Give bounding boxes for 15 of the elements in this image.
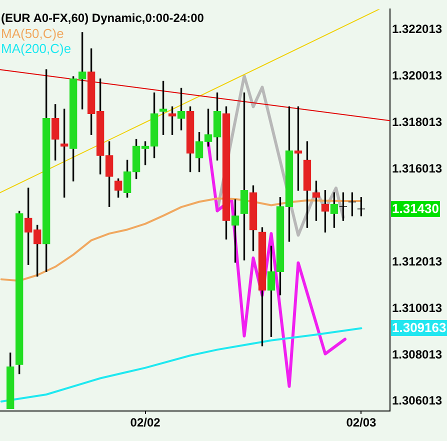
text: MA(50,C)e: [1, 26, 65, 42]
y-tick-label: 1.316013: [392, 161, 442, 176]
annotation: 1.309163: [391, 320, 447, 336]
y-tick-label: 1.318013: [392, 115, 442, 130]
y-tick-label: 1.310013: [392, 300, 442, 315]
text: MA(200,C)e: [1, 41, 72, 56]
y-tick-label: 1.320013: [392, 68, 442, 83]
y-tick-label: 1.312013: [392, 254, 442, 268]
annotation: 1.31430: [391, 200, 440, 217]
x-tick-label: 02/02: [130, 416, 161, 430]
y-tick-label: 1.322013: [392, 22, 442, 36]
y-tick-label: 1.306013: [392, 394, 442, 408]
chart-title: (EUR A0-FX,60) Dynamic,0:00-24:00: [1, 11, 204, 26]
x-tick-label: 02/03: [346, 416, 377, 430]
y-tick-label: 1.308013: [392, 347, 442, 362]
